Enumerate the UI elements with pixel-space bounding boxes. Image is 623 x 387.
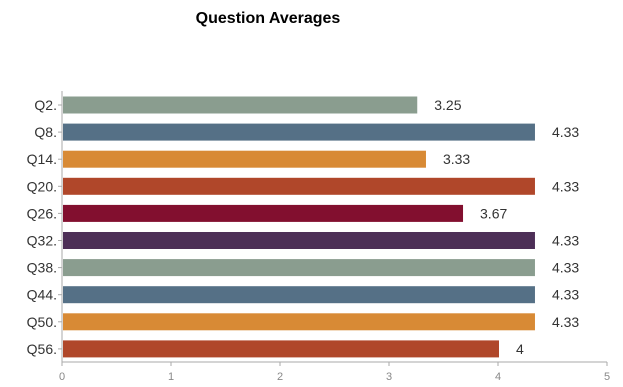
category-label: Q56. bbox=[27, 341, 57, 357]
category-label: Q26. bbox=[27, 205, 57, 221]
value-label: 4.33 bbox=[552, 260, 579, 276]
x-tick-label: 1 bbox=[168, 371, 174, 383]
x-tick-label: 5 bbox=[604, 371, 610, 383]
category-label: Q20. bbox=[27, 178, 57, 194]
bar bbox=[63, 259, 535, 277]
value-label: 3.25 bbox=[434, 97, 461, 113]
bar bbox=[63, 286, 535, 304]
bar bbox=[63, 177, 535, 195]
x-tick-label: 3 bbox=[386, 371, 392, 383]
x-tick-label: 4 bbox=[495, 371, 501, 383]
category-label: Q8. bbox=[34, 124, 57, 140]
category-label: Q2. bbox=[34, 97, 57, 113]
bar bbox=[63, 150, 426, 168]
x-tick-label: 2 bbox=[277, 371, 283, 383]
category-label: Q50. bbox=[27, 314, 57, 330]
bar bbox=[63, 340, 499, 358]
category-label: Q14. bbox=[27, 151, 57, 167]
category-label: Q44. bbox=[27, 287, 57, 303]
category-label: Q38. bbox=[27, 260, 57, 276]
value-label: 3.33 bbox=[443, 151, 470, 167]
category-label: Q32. bbox=[27, 233, 57, 249]
chart-title: Question Averages bbox=[195, 10, 341, 27]
value-label: 4.33 bbox=[552, 287, 579, 303]
value-label: 4 bbox=[516, 341, 524, 357]
bar bbox=[63, 204, 464, 222]
value-label: 4.33 bbox=[552, 314, 579, 330]
bar bbox=[63, 232, 535, 249]
value-label: 4.33 bbox=[552, 233, 579, 249]
x-tick-label: 0 bbox=[59, 371, 65, 383]
bar bbox=[63, 313, 535, 331]
bar bbox=[63, 123, 535, 141]
value-label: 4.33 bbox=[552, 178, 579, 194]
value-label: 4.33 bbox=[552, 124, 579, 140]
bar bbox=[63, 96, 418, 114]
value-label: 3.67 bbox=[480, 205, 507, 221]
